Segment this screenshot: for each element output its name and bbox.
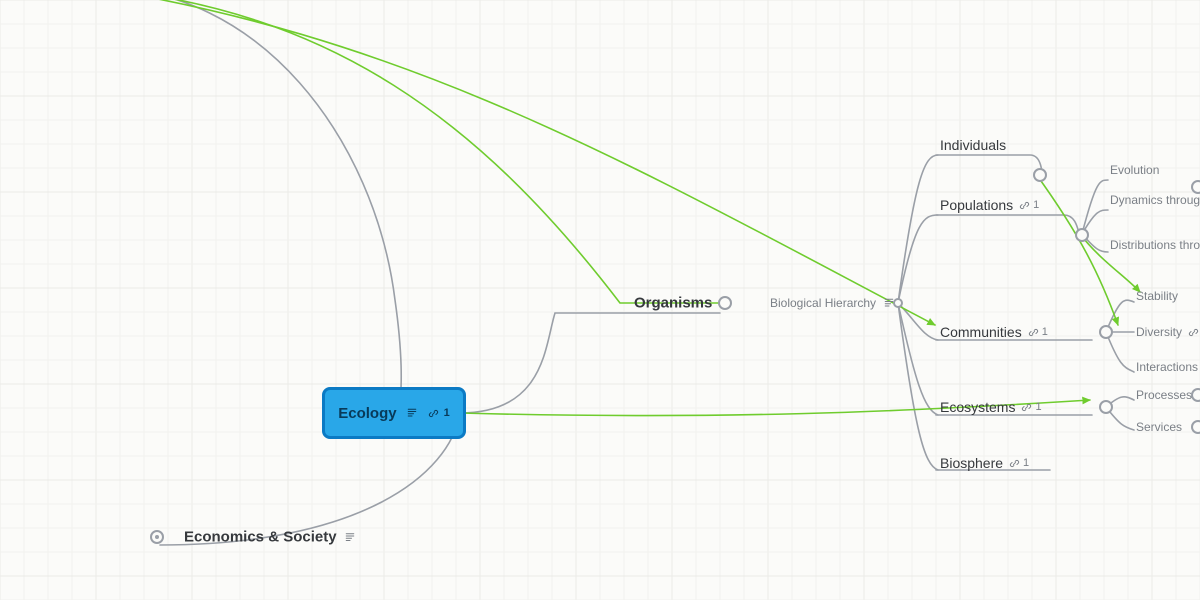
node-populations[interactable]: Populations 1 — [940, 197, 1039, 213]
node-services[interactable]: Services — [1136, 420, 1182, 434]
connector-dot — [718, 296, 732, 310]
node-label: Populations — [940, 197, 1013, 213]
node-diversity[interactable]: Diversity 1 — [1136, 325, 1200, 339]
node-label: Distributions throug — [1110, 238, 1200, 252]
connector-dot — [1191, 388, 1200, 402]
node-organisms[interactable]: Organisms — [634, 295, 712, 312]
node-label: Individuals — [940, 137, 1006, 153]
node-evolution[interactable]: Evolution — [1110, 163, 1159, 177]
node-label: Economics & Society — [184, 529, 337, 546]
note-icon — [343, 530, 357, 544]
root-node-ecology[interactable]: Ecology 1 — [322, 387, 466, 439]
node-label: Services — [1136, 420, 1182, 434]
node-label: Stability — [1136, 289, 1178, 303]
node-label: Ecosystems — [940, 399, 1015, 415]
link-badge: 1 — [1028, 326, 1048, 338]
edge-layer — [0, 0, 1200, 600]
node-label: Processes — [1136, 388, 1192, 402]
connector-dot — [150, 530, 164, 544]
node-ecosystems[interactable]: Ecosystems 1 — [940, 399, 1042, 415]
link-badge: 1 — [1019, 199, 1039, 211]
node-processes[interactable]: Processes — [1136, 388, 1192, 402]
note-icon — [882, 296, 896, 310]
node-biohier[interactable]: Biological Hierarchy — [770, 296, 896, 310]
link-badge: 1 — [427, 406, 450, 420]
background-grid — [0, 0, 1200, 600]
root-label: Ecology — [338, 405, 396, 422]
node-biosphere[interactable]: Biosphere 1 — [940, 455, 1029, 471]
link-count: 1 — [1042, 326, 1048, 338]
node-individuals[interactable]: Individuals — [940, 137, 1006, 153]
link-count: 1 — [444, 407, 450, 419]
link-icon — [427, 406, 441, 420]
node-label: Biosphere — [940, 455, 1003, 471]
node-label: Organisms — [634, 295, 712, 312]
node-label: Communities — [940, 324, 1022, 340]
node-communities[interactable]: Communities 1 — [940, 324, 1048, 340]
node-dynamics[interactable]: Dynamics through t — [1110, 193, 1200, 207]
link-badge: 1 — [1021, 401, 1041, 413]
connector-dot — [1099, 400, 1113, 414]
node-econ[interactable]: Economics & Society — [184, 529, 357, 546]
connector-dot — [1075, 228, 1089, 242]
node-label: Interactions — [1136, 360, 1198, 374]
link-count: 1 — [1023, 457, 1029, 469]
connector-dot — [1191, 180, 1200, 194]
connector-dot — [1099, 325, 1113, 339]
connector-dot — [1033, 168, 1047, 182]
node-distrib[interactable]: Distributions throug — [1110, 238, 1200, 252]
link-badge: 1 — [1188, 326, 1200, 338]
link-count: 1 — [1035, 401, 1041, 413]
node-stability[interactable]: Stability — [1136, 289, 1178, 303]
mindmap-canvas[interactable]: Ecology 1 mate1OrganismsBiological Hiera… — [0, 0, 1200, 600]
link-count: 1 — [1033, 199, 1039, 211]
link-badge: 1 — [1009, 457, 1029, 469]
node-label: Diversity — [1136, 325, 1182, 339]
node-label: Evolution — [1110, 163, 1159, 177]
node-label: Biological Hierarchy — [770, 296, 876, 310]
connector-dot — [1191, 420, 1200, 434]
note-icon — [405, 406, 419, 420]
node-label: Dynamics through t — [1110, 193, 1200, 207]
node-interactions[interactable]: Interactions — [1136, 360, 1198, 374]
